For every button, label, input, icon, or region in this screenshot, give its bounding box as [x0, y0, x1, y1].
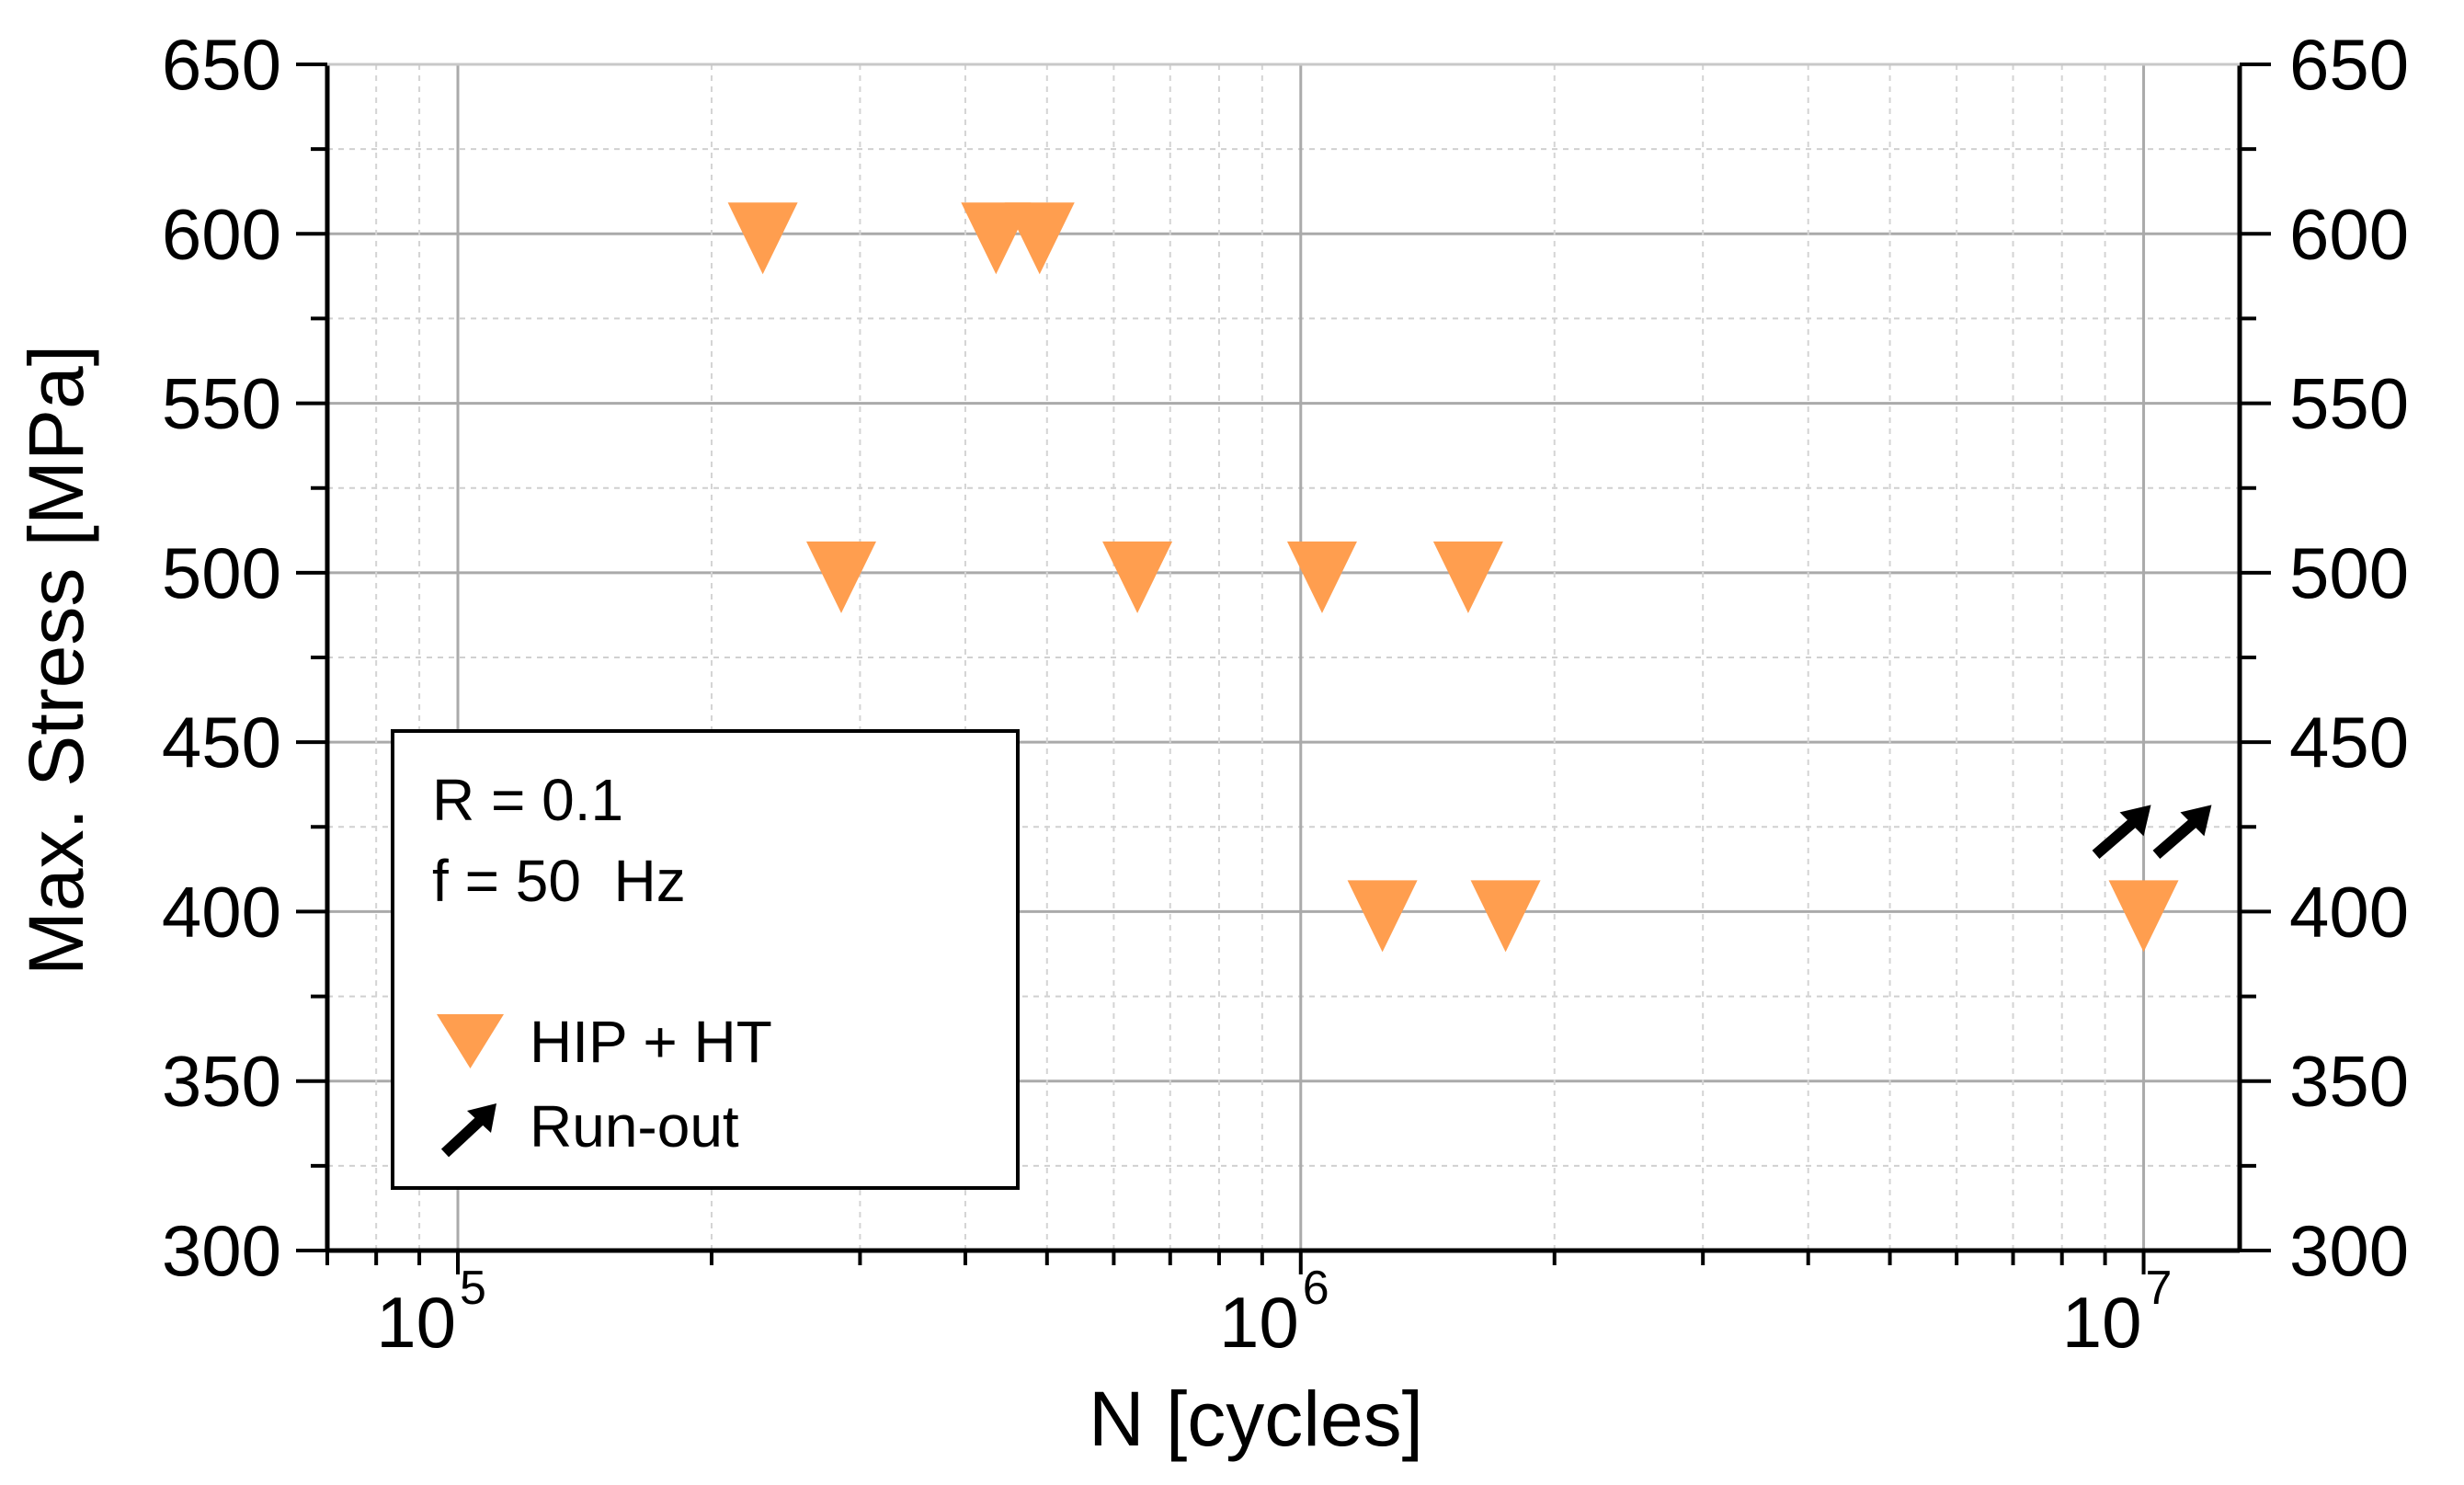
y-tick-label-left: 350 [162, 1041, 281, 1122]
data-point-hip-ht [2108, 880, 2179, 953]
ticks [296, 63, 2271, 1274]
x-tick-label: 10 6 [1219, 1262, 1329, 1363]
legend-entry-hip-ht: HIP + HT [530, 1009, 772, 1075]
y-tick-label-left: 650 [162, 24, 281, 105]
x-tick-labels: 10 5 10 6 10 7 [376, 1262, 2172, 1363]
y-tick-label-right: 650 [2289, 24, 2409, 105]
x-tick-label: 10 7 [2062, 1262, 2173, 1363]
x-tick-label-base: 10 [376, 1282, 456, 1363]
data-point-hip-ht [1470, 880, 1541, 953]
legend-entry-run-out: Run-out [530, 1093, 739, 1159]
run-out-arrow-shaft [2152, 815, 2201, 859]
legend-arrow-icon [440, 1103, 496, 1158]
x-tick-label: 10 5 [376, 1262, 486, 1363]
y-tick-labels-right: 300 350 400 450 500 550 600 650 [2289, 24, 2409, 1291]
y-tick-label-right: 300 [2289, 1210, 2409, 1291]
run-out-arrow [2152, 805, 2212, 859]
data-point-hip-ht [1004, 202, 1075, 275]
y-tick-label-left: 300 [162, 1210, 281, 1291]
y-axis-title: Max. Stress [MPa] [13, 345, 99, 976]
data-point-hip-ht [1432, 541, 1503, 613]
y-tick-label-left: 450 [162, 702, 281, 782]
y-tick-label-right: 400 [2289, 871, 2409, 952]
x-tick-label-exponent: 7 [2146, 1262, 2173, 1315]
legend-triangle-icon [437, 1014, 504, 1068]
y-tick-label-right: 350 [2289, 1041, 2409, 1122]
x-tick-label-exponent: 6 [1303, 1262, 1329, 1315]
legend: R = 0.1 f = 50 Hz HIP + HT Run-out [391, 729, 1020, 1190]
x-axis-title: N [cycles] [1089, 1376, 1423, 1462]
data-point-hip-ht [1286, 541, 1357, 613]
x-tick-label-base: 10 [1219, 1282, 1299, 1363]
y-tick-label-left: 400 [162, 871, 281, 952]
legend-line-f: f = 50 Hz [432, 848, 686, 914]
legend-box [391, 729, 1020, 1190]
y-tick-label-left: 500 [162, 532, 281, 613]
y-tick-label-right: 550 [2289, 363, 2409, 444]
grid [327, 64, 2240, 1251]
x-tick-label-base: 10 [2062, 1282, 2142, 1363]
run-out-arrow-head [2119, 805, 2151, 837]
y-tick-labels-left: 300 350 400 450 500 550 600 650 [162, 24, 281, 1291]
legend-line-r: R = 0.1 [432, 767, 623, 833]
y-tick-label-left: 550 [162, 363, 281, 444]
data-point-hip-ht [1102, 541, 1173, 613]
run-out-arrow-head [2180, 805, 2212, 837]
data-point-hip-ht [727, 202, 798, 275]
data-point-hip-ht [805, 541, 876, 613]
y-tick-label-right: 450 [2289, 702, 2409, 782]
run-out-arrow-shaft [2092, 815, 2140, 859]
data-markers [727, 202, 2212, 953]
data-point-hip-ht [1347, 880, 1418, 953]
y-tick-label-left: 600 [162, 193, 281, 274]
y-tick-label-right: 500 [2289, 532, 2409, 613]
run-out-arrow [2092, 805, 2151, 859]
y-tick-label-right: 600 [2289, 193, 2409, 274]
x-tick-label-exponent: 5 [460, 1262, 486, 1315]
